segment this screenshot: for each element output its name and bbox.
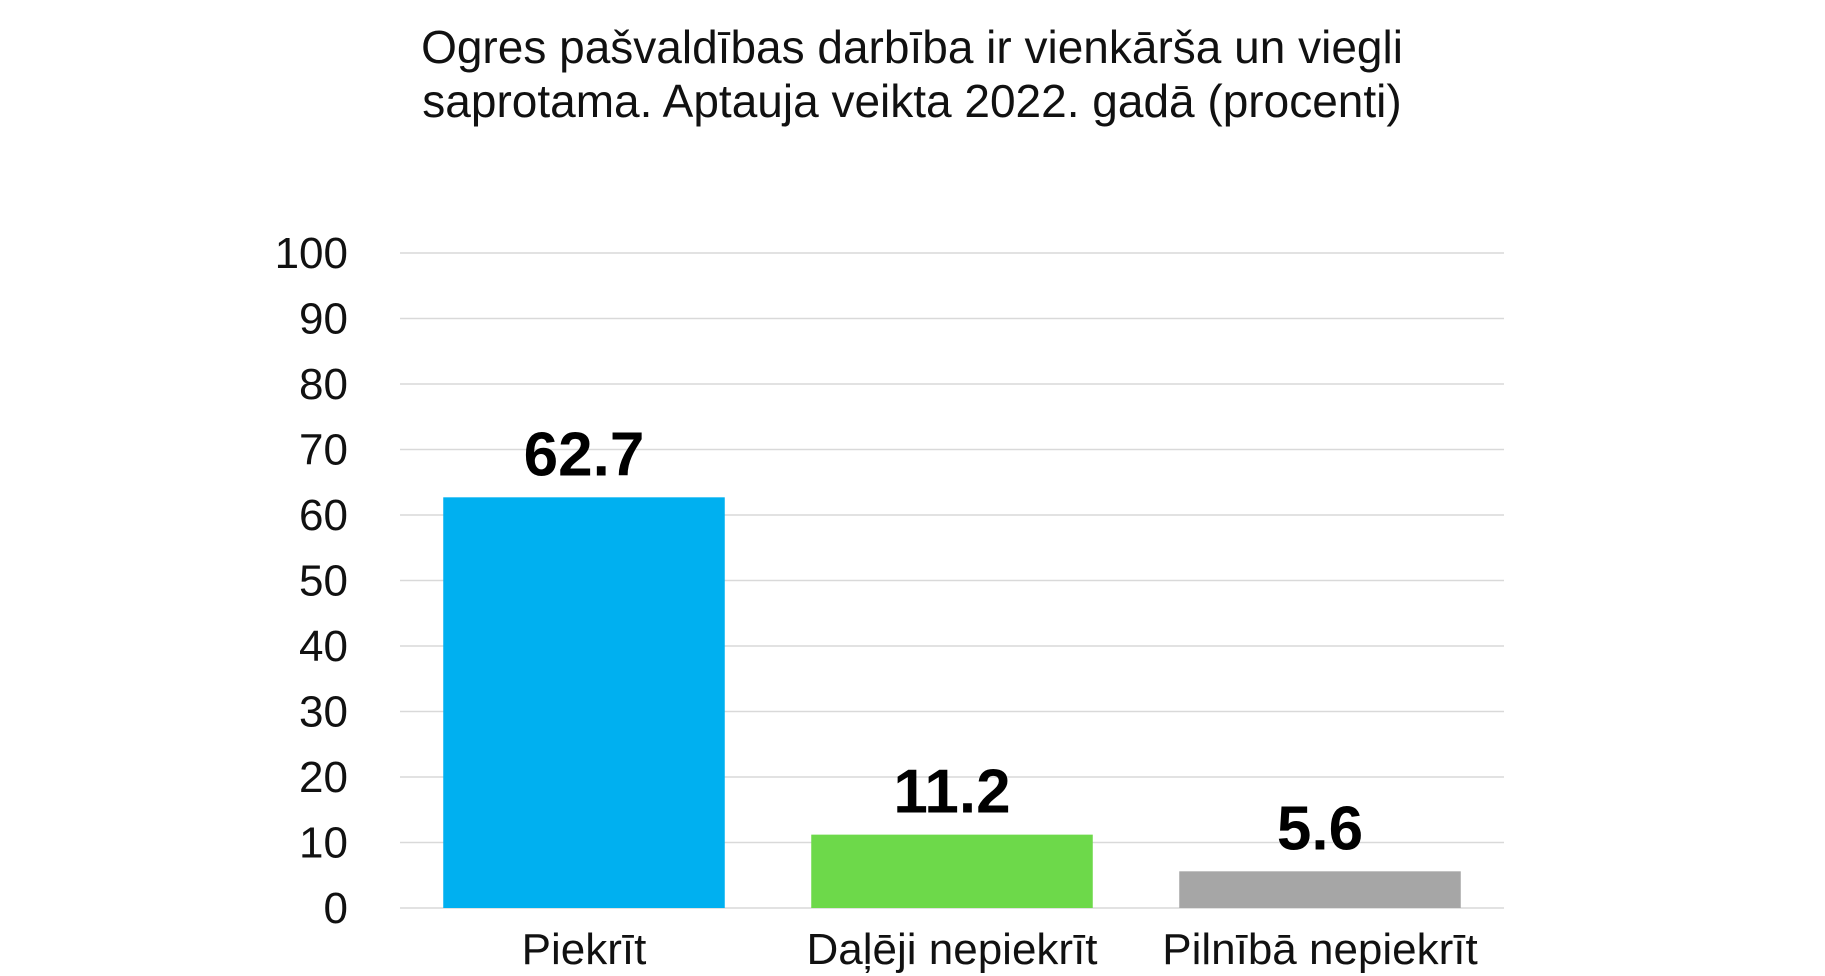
y-tick-label: 10 [299,819,348,868]
y-tick-label: 90 [299,295,348,344]
y-tick-label: 80 [299,360,348,409]
bar-value-label: 11.2 [893,758,1010,827]
y-axis-ticks: 0 10 20 30 40 50 60 70 80 90 100 [275,229,348,933]
bars [443,497,1461,908]
category-label: Piekrīt [522,925,647,974]
category-label: Daļēji nepiekrīt [806,925,1097,974]
category-label: Pilnībā nepiekrīt [1162,925,1478,974]
y-tick-label: 30 [299,688,348,737]
y-tick-label: 60 [299,491,348,540]
y-tick-label: 0 [324,884,348,933]
bar-3 [1179,871,1461,908]
bar-value-label: 5.6 [1277,794,1363,863]
bar-value-label: 62.7 [524,420,645,489]
y-tick-label: 50 [299,557,348,606]
category-labels: Piekrīt Daļēji nepiekrīt Pilnībā nepiekrīt [522,925,1478,974]
y-tick-label: 20 [299,753,348,802]
y-tick-label: 70 [299,426,348,475]
y-tick-label: 40 [299,622,348,671]
y-tick-label: 100 [275,229,348,278]
chart-title: Ogres pašvaldības darbība ir vienkārša u… [421,21,1403,127]
value-labels: 62.7 11.2 5.6 [524,420,1363,863]
bar-1 [443,497,725,908]
bar-2 [811,834,1093,908]
